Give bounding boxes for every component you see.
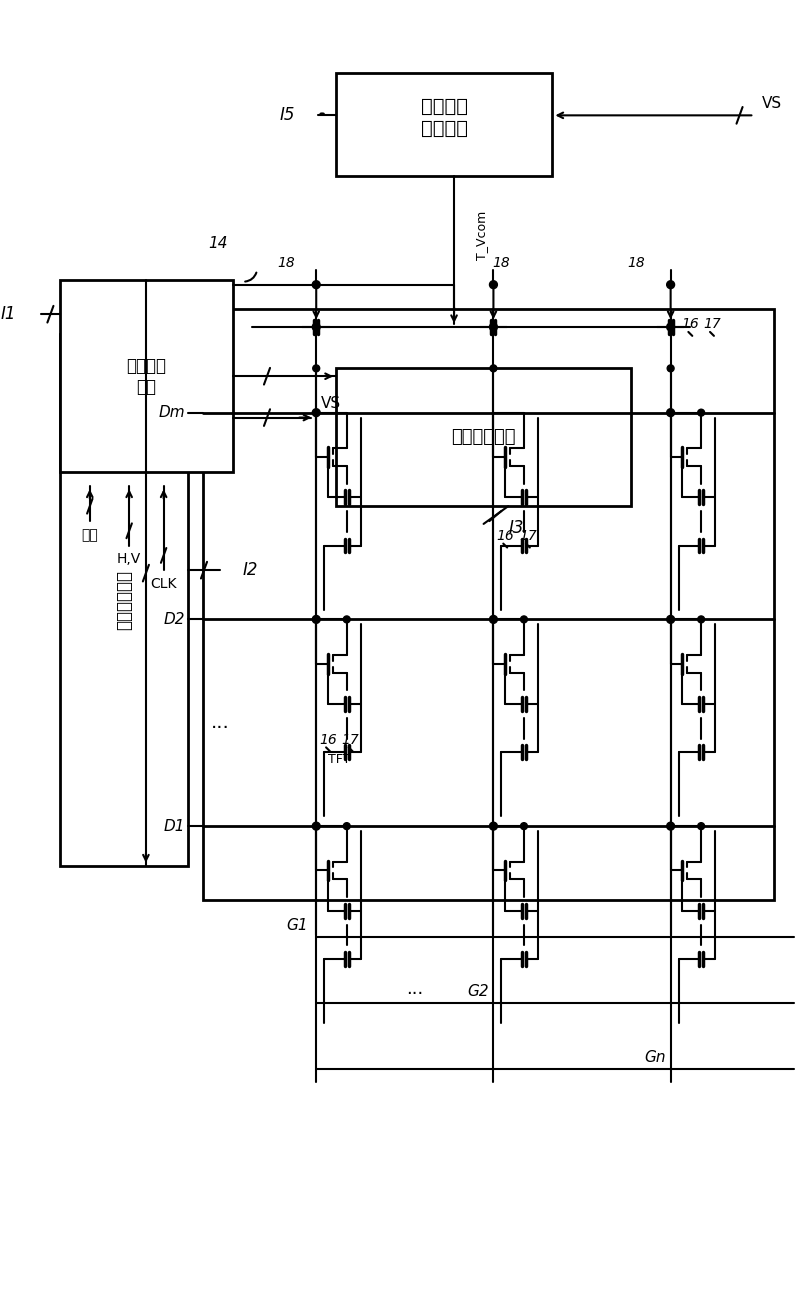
Circle shape xyxy=(667,365,674,371)
Text: 18: 18 xyxy=(278,257,295,269)
Text: 17: 17 xyxy=(342,732,359,746)
Circle shape xyxy=(312,409,320,416)
Text: T_Vcom: T_Vcom xyxy=(475,211,488,260)
Text: 18: 18 xyxy=(493,257,510,269)
Text: 数据: 数据 xyxy=(82,527,98,541)
Circle shape xyxy=(698,822,705,830)
Circle shape xyxy=(666,409,674,416)
Circle shape xyxy=(312,281,320,289)
Circle shape xyxy=(698,616,705,623)
Text: D1: D1 xyxy=(164,819,186,834)
Circle shape xyxy=(666,615,674,624)
Text: G1: G1 xyxy=(286,918,308,933)
Text: CLK: CLK xyxy=(150,577,177,590)
Text: 数据驱动单元: 数据驱动单元 xyxy=(115,570,134,630)
Text: 16: 16 xyxy=(496,528,514,543)
Circle shape xyxy=(666,822,674,830)
Text: TFT: TFT xyxy=(328,753,350,766)
Text: 扫描返驱动器: 扫描返驱动器 xyxy=(451,428,516,446)
Text: ...: ... xyxy=(211,713,230,732)
Text: H,V: H,V xyxy=(117,553,142,566)
Circle shape xyxy=(666,281,674,289)
Circle shape xyxy=(521,822,527,830)
Text: G2: G2 xyxy=(467,984,489,999)
Circle shape xyxy=(343,822,350,830)
Bar xyxy=(336,369,631,507)
Circle shape xyxy=(312,324,320,331)
Text: 时序控制
单元: 时序控制 单元 xyxy=(126,357,166,396)
Text: 17: 17 xyxy=(703,317,721,331)
Circle shape xyxy=(698,409,705,416)
Text: 17: 17 xyxy=(519,528,537,543)
Circle shape xyxy=(313,365,320,371)
Circle shape xyxy=(490,281,498,289)
Circle shape xyxy=(490,324,498,331)
Text: Dm: Dm xyxy=(158,405,186,420)
Text: I1: I1 xyxy=(1,305,16,324)
Text: I5: I5 xyxy=(279,107,294,124)
Circle shape xyxy=(490,365,497,371)
Circle shape xyxy=(521,409,527,416)
Text: D2: D2 xyxy=(164,612,186,626)
Text: Gn: Gn xyxy=(644,1051,666,1065)
Text: 16: 16 xyxy=(682,317,699,331)
Text: 14: 14 xyxy=(208,236,227,251)
Text: VS: VS xyxy=(321,396,342,411)
Bar xyxy=(203,309,774,900)
Circle shape xyxy=(521,616,527,623)
Text: I2: I2 xyxy=(242,561,258,579)
Bar xyxy=(336,73,553,177)
Circle shape xyxy=(490,409,498,416)
Text: ...: ... xyxy=(406,980,423,998)
Text: 18: 18 xyxy=(627,257,645,269)
Circle shape xyxy=(666,324,674,331)
Text: 公共电压
产生单元: 公共电压 产生单元 xyxy=(421,97,468,138)
Circle shape xyxy=(343,616,350,623)
Text: VS: VS xyxy=(762,97,782,111)
Text: 16: 16 xyxy=(319,732,337,746)
Circle shape xyxy=(312,822,320,830)
Circle shape xyxy=(490,822,498,830)
Bar xyxy=(60,334,188,865)
Bar xyxy=(60,280,233,472)
Circle shape xyxy=(312,615,320,624)
Circle shape xyxy=(490,615,498,624)
Circle shape xyxy=(343,409,350,416)
Text: I3: I3 xyxy=(508,519,524,536)
